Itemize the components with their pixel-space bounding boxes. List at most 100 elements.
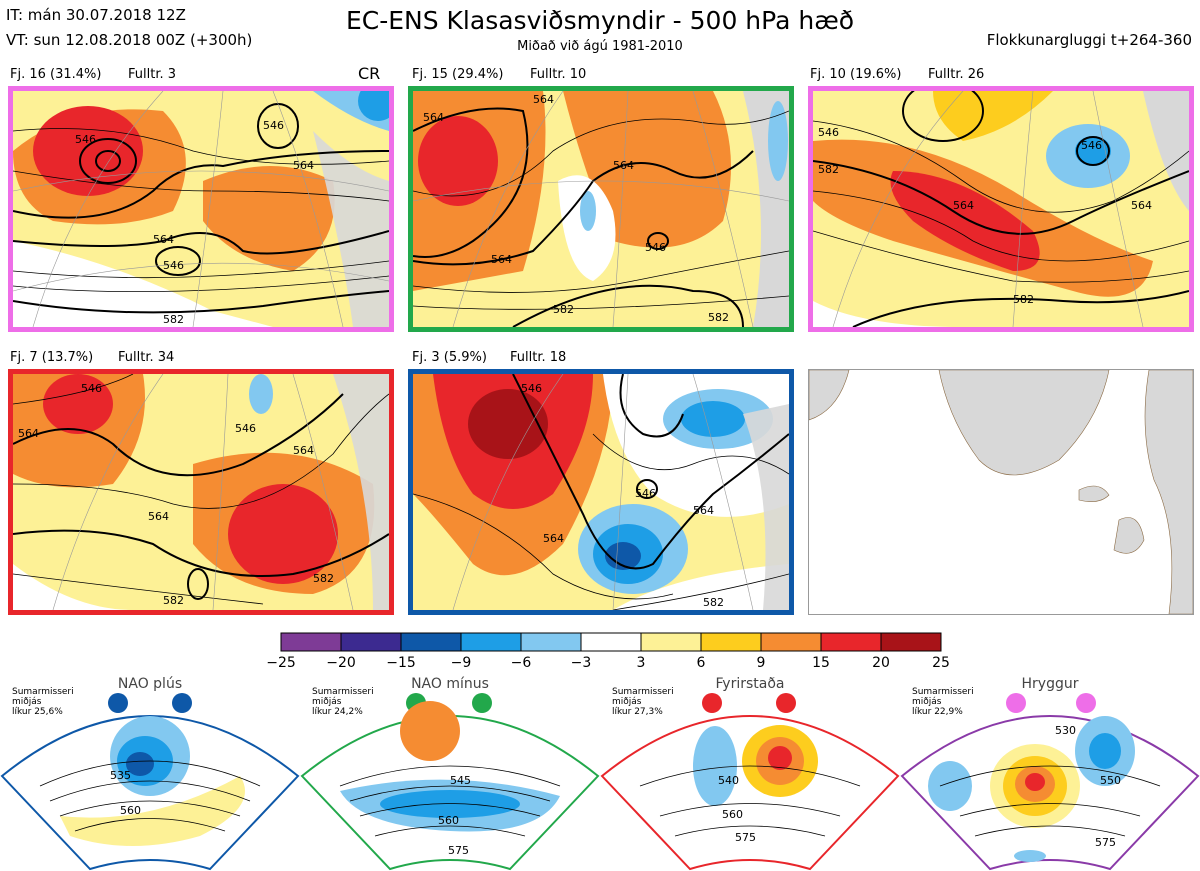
svg-text:575: 575 <box>448 844 469 857</box>
contour-label: 582 <box>553 303 574 316</box>
regime-text: Sumarmisseri miðjás líkur 25,6% <box>12 687 74 717</box>
valid-time: VT: sun 12.08.2018 00Z (+300h) <box>6 31 253 49</box>
colorbar-tick-label: −6 <box>510 655 532 671</box>
regime-dot <box>1006 693 1026 713</box>
contour-label: 582 <box>708 311 729 324</box>
contour-label: 546 <box>645 241 666 254</box>
regime-dot <box>776 693 796 713</box>
window-label: Flokkunargluggi t+264-360 <box>986 31 1192 49</box>
svg-text:575: 575 <box>735 831 756 844</box>
colorbar-tick-label: −25 <box>266 655 296 671</box>
panel-4-fulltr: Fulltr. 34 <box>118 350 175 365</box>
regime-dot <box>172 693 192 713</box>
init-time: IT: mán 30.07.2018 12Z <box>6 6 186 24</box>
contour-label: 564 <box>533 93 554 106</box>
contour-label: 564 <box>1131 199 1152 212</box>
contour-label: 564 <box>543 532 564 545</box>
contour-label: 564 <box>423 111 444 124</box>
colorbar-swatch <box>280 632 342 652</box>
panel-1-tag: CR <box>358 64 381 83</box>
regime-nao-plus: NAO plús Sumarmisseri miðjás líkur 25,6% 5… <box>0 676 300 871</box>
regime-name: NAO mínus <box>411 676 489 692</box>
colorbar-tick-label: −15 <box>386 655 416 671</box>
contour-label: 582 <box>1013 293 1034 306</box>
panel-2-fulltr: Fulltr. 10 <box>530 67 587 82</box>
svg-text:545: 545 <box>450 774 471 787</box>
contour-label: 564 <box>491 253 512 266</box>
contour-label: 564 <box>293 159 314 172</box>
contour-label: 546 <box>635 487 656 500</box>
svg-text:535: 535 <box>110 769 131 782</box>
contour-label: 546 <box>1081 139 1102 152</box>
panel-4-label: Fj. 7 (13.7%) <box>10 350 94 365</box>
regime-text: Sumarmisseri miðjás líkur 27,3% <box>612 687 674 717</box>
cluster-map-4: 546 564 546 564 564 582 582 <box>8 369 394 615</box>
contour-label: 564 <box>148 510 169 523</box>
colorbar-tick-label: 25 <box>932 655 950 671</box>
colorbar-tick-label: 15 <box>812 655 830 671</box>
colorbar-tick-label: 20 <box>872 655 890 671</box>
cluster-map-2: 564 564 564 546 564 582 582 <box>408 86 794 332</box>
contour-label: 564 <box>613 159 634 172</box>
colorbar-tick-label: 9 <box>756 655 766 671</box>
colorbar-tick-label: 6 <box>696 655 706 671</box>
contour-label: 564 <box>953 199 974 212</box>
regime-nao-minus: NAO mínus Sumarmisseri miðjás líkur 24,2% … <box>300 676 600 871</box>
regime-text: Sumarmisseri miðjás líkur 22,9% <box>912 687 974 717</box>
regime-dot <box>472 693 492 713</box>
contour-label: 546 <box>75 133 96 146</box>
contour-label: 582 <box>313 572 334 585</box>
panel-3-fulltr: Fulltr. 26 <box>928 67 985 82</box>
cluster-map-3: 546 546 564 564 582 582 <box>808 86 1194 332</box>
colorbar-swatch <box>700 632 762 652</box>
contour-label: 564 <box>693 504 714 517</box>
contour-label: 582 <box>703 596 724 609</box>
subtitle: Miðað við ágú 1981-2010 <box>517 39 683 54</box>
colorbar-swatch <box>880 632 942 652</box>
colorbar-swatch <box>400 632 462 652</box>
svg-text:575: 575 <box>1095 836 1116 849</box>
contour-label: 546 <box>81 382 102 395</box>
colorbar-swatch <box>580 632 642 652</box>
colorbar-tick-label: −20 <box>326 655 356 671</box>
cluster-map-5: 546 546 564 564 582 <box>408 369 794 615</box>
contour-label: 546 <box>235 422 256 435</box>
regime-text: Sumarmisseri miðjás líkur 24,2% <box>312 687 374 717</box>
colorbar-swatch <box>520 632 582 652</box>
colorbar-swatch <box>820 632 882 652</box>
svg-text:560: 560 <box>120 804 141 817</box>
regime-dot <box>1076 693 1096 713</box>
svg-text:560: 560 <box>438 814 459 827</box>
colorbar-swatch <box>460 632 522 652</box>
regime-name: Fyrirstaða <box>715 676 785 692</box>
contour-label: 564 <box>293 444 314 457</box>
svg-text:550: 550 <box>1100 774 1121 787</box>
colorbar-swatch <box>340 632 402 652</box>
reference-map <box>808 369 1194 615</box>
colorbar-tick-label: 3 <box>636 655 646 671</box>
contour-label: 582 <box>818 163 839 176</box>
panel-5-fulltr: Fulltr. 18 <box>510 350 567 365</box>
colorbar <box>280 632 942 652</box>
colorbar-tick-label: −9 <box>450 655 472 671</box>
contour-label: 582 <box>163 313 184 326</box>
contour-label: 546 <box>521 382 542 395</box>
panel-5-label: Fj. 3 (5.9%) <box>412 350 487 365</box>
panel-2-label: Fj. 15 (29.4%) <box>412 67 504 82</box>
regime-name: Hryggur <box>1021 676 1079 692</box>
panel-1-fulltr: Fulltr. 3 <box>128 67 177 82</box>
panel-3-label: Fj. 10 (19.6%) <box>810 67 902 82</box>
svg-text:530: 530 <box>1055 724 1076 737</box>
colorbar-swatch <box>640 632 702 652</box>
contour-label: 546 <box>818 126 839 139</box>
svg-text:560: 560 <box>722 808 743 821</box>
contour-label: 546 <box>163 259 184 272</box>
regime-ridge: Hryggur Sumarmisseri miðjás líkur 22,9% 53… <box>900 676 1200 871</box>
cluster-map-1: 546 546 564 564 546 582 <box>8 86 394 332</box>
main-title: EC-ENS Klasasviðsmyndir - 500 hPa hæð <box>345 6 855 35</box>
regime-blocking: Fyrirstaða Sumarmisseri miðjás líkur 27,3%… <box>600 676 900 871</box>
colorbar-tick-label: −3 <box>570 655 592 671</box>
contour-label: 582 <box>163 594 184 607</box>
regime-dot <box>702 693 722 713</box>
panel-1-label: Fj. 16 (31.4%) <box>10 67 102 82</box>
